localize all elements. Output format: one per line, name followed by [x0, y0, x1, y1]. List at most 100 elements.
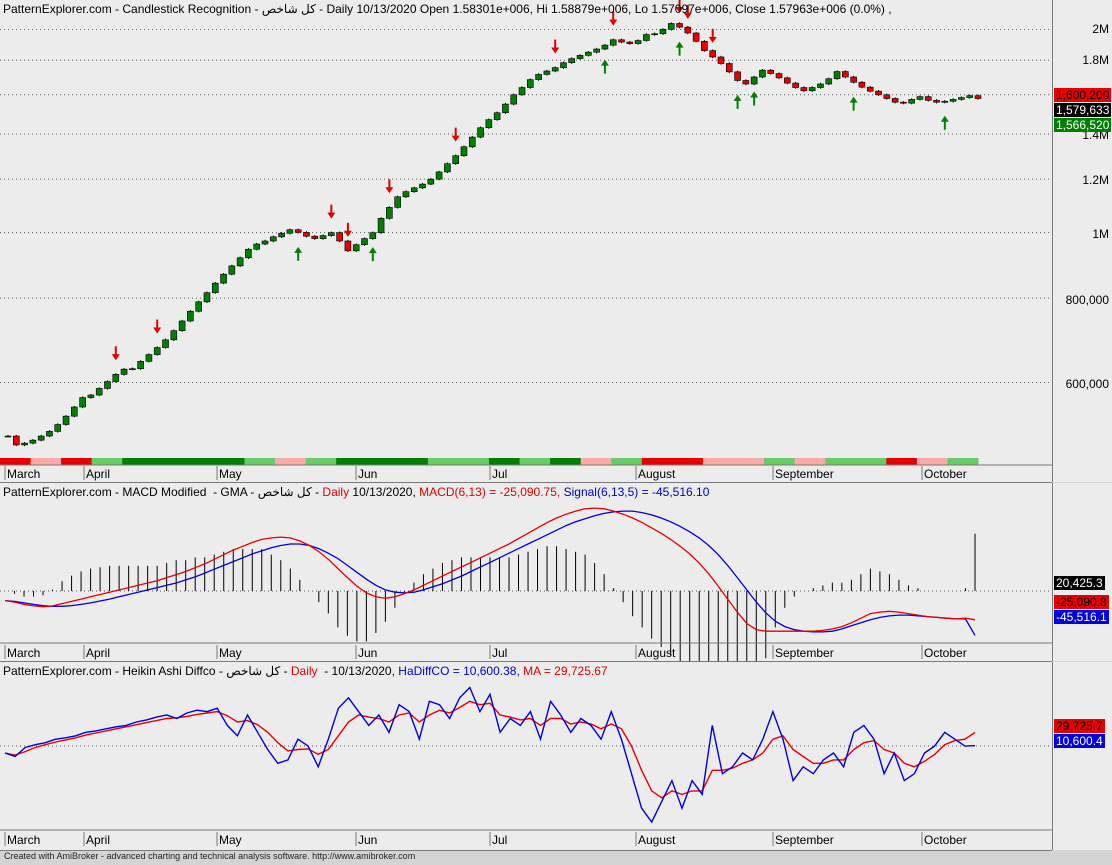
bullish-candle: [228, 265, 236, 275]
bearish-candle: [709, 50, 717, 58]
bullish-candle: [71, 406, 78, 417]
trend-strip-segment: [213, 458, 245, 465]
title-site: PatternExplorer.com: [3, 485, 112, 499]
trend-strip-segment: [366, 458, 398, 465]
bearish-signal-arrow: [675, 0, 684, 14]
bullish-signal-arrow: [849, 96, 858, 111]
bearish-candle: [684, 26, 692, 34]
bullish-candle: [112, 374, 120, 382]
bullish-signal-arrow: [750, 91, 759, 106]
bearish-candle: [784, 77, 791, 84]
price-chart[interactable]: March April May Jun Jul August September Octobe…: [0, 0, 1052, 482]
month-label: Jun: [358, 646, 377, 660]
month-label: May: [219, 833, 242, 847]
trend-strip-segment: [275, 458, 307, 465]
trend-strip-segment: [519, 458, 551, 465]
bearish-candle: [900, 101, 907, 104]
bearish-candle: [294, 229, 302, 233]
ha-chart[interactable]: March April May Jun Jul August September Octobe…: [0, 662, 1052, 850]
title-date: 10/13/2020: [356, 2, 417, 16]
bullish-candle: [949, 99, 957, 102]
bearish-candle: [742, 80, 750, 85]
tick-1-2m: 1.2M: [1082, 173, 1109, 187]
price-axis[interactable]: 2M 1.8M 1.4M 1.2M 1M 800,000 600,000 1,6…: [1052, 0, 1112, 482]
month-label: August: [638, 467, 676, 481]
title-signal-value: Signal(6,13,5) = -45,516.10: [563, 485, 710, 499]
bullish-candle: [137, 361, 144, 369]
bullish-candle: [37, 435, 45, 441]
trend-strip-segment: [122, 458, 154, 465]
bullish-candle: [195, 301, 202, 312]
bearish-candle: [924, 96, 932, 101]
trend-strip-segment: [764, 458, 796, 465]
bearish-candle: [800, 87, 808, 92]
bullish-candle: [46, 431, 53, 437]
tick-1m: 1M: [1092, 227, 1109, 241]
bullish-signal-arrow: [368, 247, 377, 262]
price-pane[interactable]: March April May Jun Jul August September Octobe…: [0, 0, 1052, 483]
bearish-candle: [303, 232, 310, 237]
bearish-candle: [767, 69, 775, 74]
bearish-signal-arrow: [153, 319, 162, 334]
tick-800k: 800,000: [1065, 293, 1109, 307]
title-date: 10/13/2020,: [331, 664, 395, 678]
bullish-candle: [203, 292, 211, 303]
trend-strip-segment: [886, 458, 918, 465]
bearish-candle: [701, 40, 708, 51]
bullish-candle: [87, 394, 95, 398]
title-site: PatternExplorer.com: [3, 664, 112, 678]
bearish-candle: [933, 100, 940, 103]
trend-strip-segment: [489, 458, 521, 465]
month-label: April: [86, 646, 110, 660]
trend-strip-segment: [702, 458, 734, 465]
title-ohlc: Open 1.58301e+006, Hi 1.58879e+006, Lo 1…: [419, 2, 892, 16]
trend-strip-segment: [61, 458, 93, 465]
bullish-candle: [759, 69, 766, 78]
bullish-candle: [129, 368, 136, 370]
bullish-candle: [21, 442, 28, 446]
ha-pane[interactable]: March April May Jun Jul August September Octobe…: [0, 662, 1052, 851]
title-date: 10/13/2020,: [352, 485, 416, 499]
macd-chart[interactable]: March April May Jun Jul August September Octobe…: [0, 483, 1052, 661]
month-label: August: [638, 833, 676, 847]
bearish-candle: [734, 71, 741, 81]
ma-line: [4, 700, 976, 799]
bullish-candle: [941, 100, 949, 103]
ha-axis[interactable]: 29,725.7 10,600.4: [1052, 662, 1112, 850]
bearish-candle: [618, 39, 625, 43]
month-label: April: [86, 833, 110, 847]
bullish-candle: [220, 273, 227, 284]
bullish-candle: [634, 40, 642, 44]
bearish-candle: [792, 82, 799, 88]
price-badge-close: 1,579,633: [1054, 103, 1112, 117]
bullish-candle: [419, 183, 426, 189]
bearish-candle: [12, 435, 20, 446]
month-label: Jul: [492, 467, 507, 481]
bullish-candle: [211, 282, 219, 293]
bullish-signal-arrow: [940, 115, 949, 130]
bullish-candle: [402, 191, 410, 198]
bullish-candle: [245, 248, 252, 259]
bullish-candle: [460, 146, 468, 156]
trend-strip-segment: [244, 458, 276, 465]
bullish-candle: [833, 71, 841, 80]
bearish-candle: [692, 32, 700, 42]
title-indicator: Candlestick Recognition: [122, 2, 252, 16]
macd-pane[interactable]: March April May Jun Jul August September Octobe…: [0, 483, 1052, 662]
bearish-candle: [891, 98, 899, 103]
bullish-candle: [643, 34, 650, 41]
bullish-candle: [551, 67, 559, 72]
bearish-candle: [883, 94, 891, 99]
bullish-candle: [568, 58, 576, 63]
bullish-candle: [352, 244, 360, 252]
bullish-candle: [29, 439, 37, 444]
title-period: Daily: [326, 2, 354, 16]
bearish-signal-arrow: [385, 179, 394, 194]
price-badge-low: 1,566,520: [1054, 118, 1112, 132]
trend-strip-segment: [336, 458, 368, 465]
trend-strip-segment: [0, 458, 32, 465]
macd-axis[interactable]: 20,425.3 -25,090.8 -45,516.1: [1052, 483, 1112, 661]
month-label: Jun: [358, 467, 377, 481]
bullish-candle: [444, 163, 451, 173]
bearish-signal-arrow: [111, 346, 120, 361]
